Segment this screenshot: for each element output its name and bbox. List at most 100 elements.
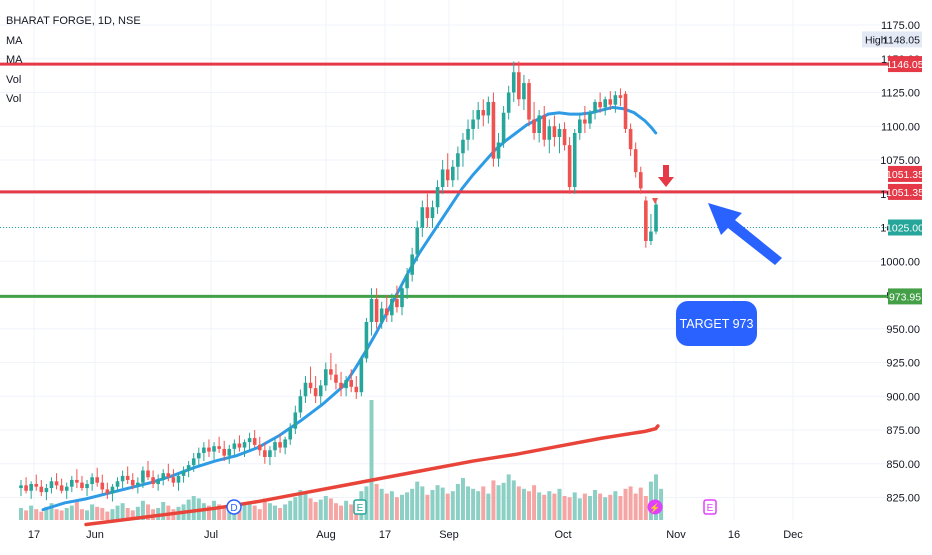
volume-bar (59, 510, 64, 520)
volume-bar (24, 510, 29, 520)
candle-body (384, 308, 389, 316)
volume-bar (318, 499, 323, 520)
candle-body (420, 207, 425, 228)
candle-body (298, 396, 303, 413)
y-tick-label: 950.00 (886, 324, 920, 336)
volume-bar (257, 509, 262, 520)
candle-body (618, 95, 623, 98)
candle-body (486, 101, 491, 116)
candle-body (598, 101, 602, 108)
legend-ma-2[interactable]: MA (6, 54, 23, 66)
high-tag-box (862, 31, 922, 48)
volume-bar (608, 494, 613, 520)
candle-body (90, 477, 94, 484)
earnings-upcoming-marker-icon: E (707, 503, 714, 514)
volume-bar (460, 478, 465, 520)
candle-body (608, 99, 613, 105)
volume-bar (552, 493, 557, 520)
candle-body (146, 470, 150, 478)
candle-body (572, 133, 577, 187)
volume-bar (481, 486, 486, 520)
candle-body (191, 458, 196, 466)
volume-bar (471, 488, 476, 520)
candle-body (242, 442, 247, 448)
x-tick-label: Jun (86, 529, 104, 541)
volume-bar (54, 509, 59, 520)
candle-body (293, 412, 298, 429)
volume-bar (39, 511, 44, 520)
candle-body (522, 83, 526, 100)
candle-body (222, 448, 226, 456)
volume-bar (542, 494, 547, 520)
legend: BHARAT FORGE, 1D, NSE MA MA Vol Vol (6, 12, 141, 110)
candle-body (136, 482, 140, 486)
candle-body (603, 99, 607, 108)
volume-bar (516, 486, 521, 520)
legend-vol-2[interactable]: Vol (6, 93, 22, 105)
price-tag-1051-a-box (888, 165, 922, 182)
target-annotation[interactable]: TARGET 973 (676, 301, 757, 346)
candle-body (59, 485, 64, 491)
candle-body (481, 110, 486, 116)
volume-bar (633, 493, 638, 520)
volume-bar (603, 497, 608, 520)
candle-body (64, 486, 69, 491)
volume-bar (85, 510, 90, 520)
legend-vol-1[interactable]: Vol (6, 73, 22, 86)
volume-bar (303, 493, 308, 520)
volume-bar (120, 503, 125, 520)
candle-body (161, 473, 166, 480)
volume-bar (613, 491, 618, 520)
candle-body (186, 465, 191, 471)
volume-bar (562, 496, 567, 520)
candle-body (445, 169, 450, 181)
volume-bar (125, 508, 130, 520)
candle-body (263, 450, 267, 457)
candle-body (44, 488, 49, 493)
volume-bar (598, 493, 603, 520)
legend-ma-1[interactable]: MA (6, 34, 23, 47)
y-tick-label: 1000.00 (880, 256, 920, 268)
volume-bar (491, 480, 496, 520)
volume-bar (29, 505, 34, 520)
candle-body (217, 446, 221, 449)
y-tick-label: 900.00 (886, 391, 920, 403)
candle-body (176, 475, 181, 483)
volume-bar (237, 508, 242, 520)
volume-bar (532, 485, 537, 520)
volume-bar (293, 497, 298, 520)
grid (0, 0, 888, 520)
candle-body (379, 308, 384, 322)
candle-body (354, 386, 359, 393)
candle-body (313, 388, 318, 397)
candle-body (623, 93, 628, 129)
volume-bar (425, 494, 430, 520)
volume-bar (415, 481, 420, 520)
y-tick-label: 1100.00 (881, 121, 920, 133)
x-tick-label: 17 (28, 529, 40, 541)
candle-body (440, 169, 445, 187)
y-tick-label: 875.00 (886, 425, 920, 437)
candle-body (202, 447, 206, 453)
volume-bar (389, 491, 394, 520)
candle-body (369, 299, 374, 322)
volume-bar (369, 400, 374, 520)
volume-bar (557, 488, 562, 520)
x-tick-label: Aug (316, 529, 336, 541)
volume-bar (191, 496, 196, 520)
candle-body (410, 254, 414, 275)
volume-bar (242, 504, 247, 520)
high-tag-label: High (865, 34, 887, 46)
price-tag-1051-b: 1051.35 (886, 187, 924, 199)
volume-bar (537, 492, 542, 520)
volume-bar (44, 506, 49, 520)
volume-bars (19, 400, 664, 520)
volume-bar (186, 499, 191, 520)
axes: 1175.001150.001125.001100.001075.001050.… (28, 20, 924, 541)
volume-bar (34, 509, 39, 520)
candle-body (156, 479, 160, 484)
volume-bar (273, 505, 277, 520)
volume-bar (420, 486, 425, 520)
